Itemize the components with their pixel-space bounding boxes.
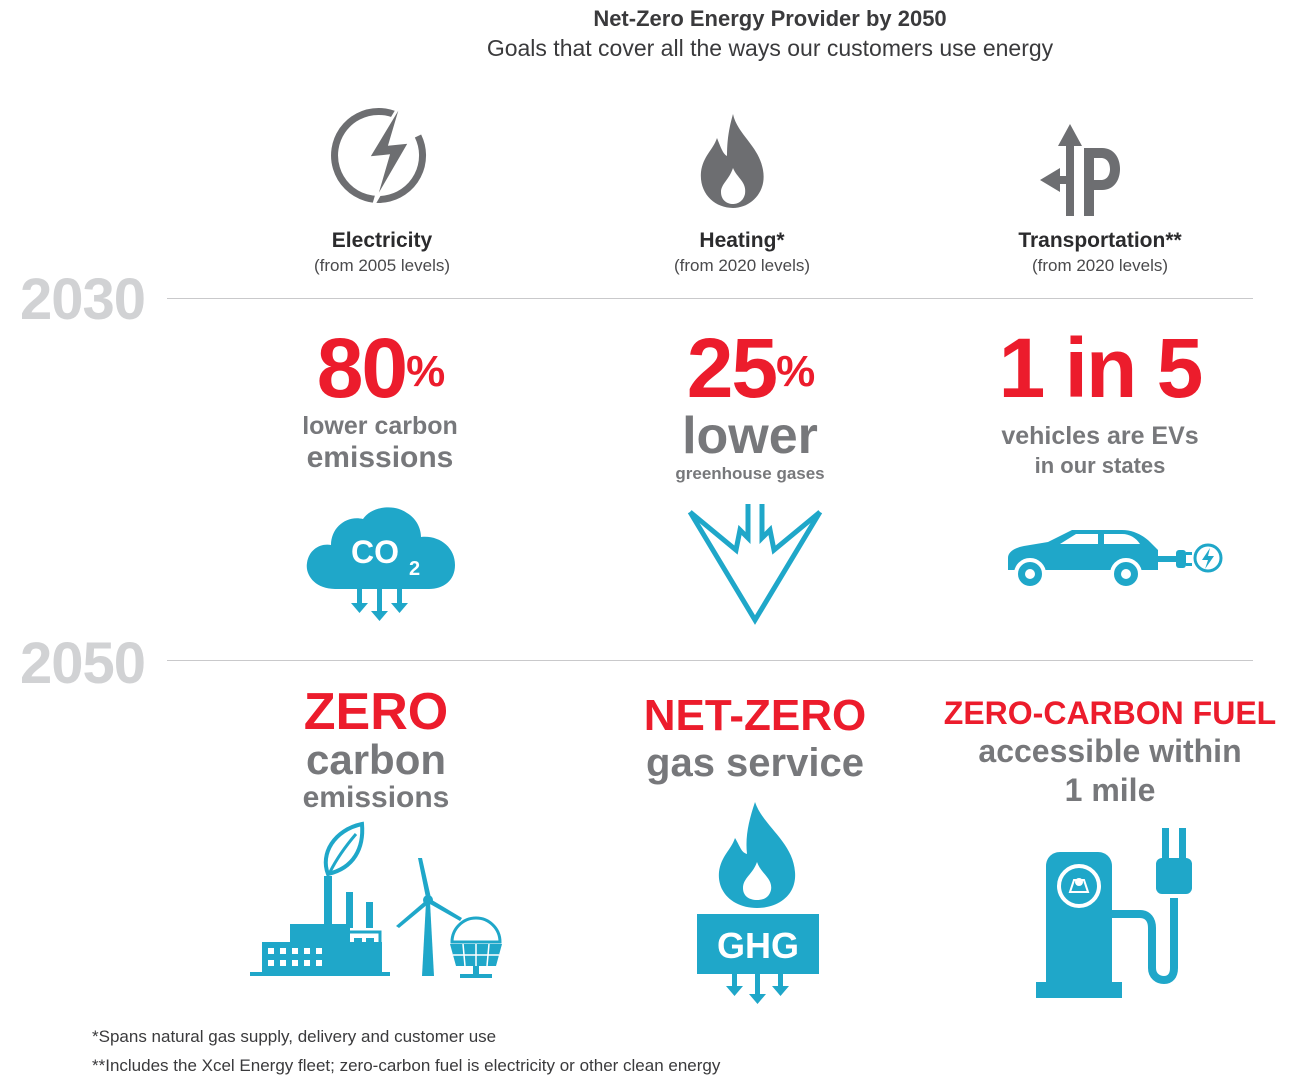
year-2050-label: 2050 <box>20 631 146 696</box>
divider-2050 <box>167 660 1253 661</box>
column-header-electricity: Electricity (from 2005 levels) <box>232 229 532 276</box>
goal-headline: NET-ZERO <box>643 691 867 740</box>
electric-car-icon <box>1008 530 1223 590</box>
goal-line1: lower <box>682 407 818 465</box>
goal-2030-transportation: 1 in 5 vehicles are EVs in our states <box>950 326 1250 479</box>
column-name: Heating* <box>699 229 785 252</box>
down-arrow-icon <box>687 504 823 625</box>
goal-line1: accessible within <box>978 733 1242 769</box>
goal-line1: carbon <box>305 736 447 783</box>
goal-2030-heating: 25% lower greenhouse gases <box>600 326 900 484</box>
goal-2050-electricity: ZERO carbon emissions <box>226 686 526 814</box>
page-title: Net-Zero Energy Provider by 2050 <box>593 6 947 31</box>
lightning-bolt-icon <box>331 99 426 205</box>
column-baseline: (from 2020 levels) <box>673 256 811 275</box>
column-name: Transportation** <box>1018 229 1182 252</box>
goal-headline: ZERO <box>303 683 449 741</box>
goal-line2: in our states <box>1034 453 1166 478</box>
goal-2050-transportation: ZERO-CARBON FUEL accessible within 1 mil… <box>920 694 1300 810</box>
goal-line1: lower carbon <box>302 412 458 440</box>
goal-headline: ZERO-CARBON FUEL <box>943 695 1277 731</box>
goal-unit: % <box>406 347 445 396</box>
column-name: Electricity <box>331 229 433 252</box>
column-baseline: (from 2020 levels) <box>1031 256 1169 275</box>
column-header-heating: Heating* (from 2020 levels) <box>592 229 892 276</box>
column-baseline: (from 2005 levels) <box>313 256 451 275</box>
footnote-1: *Spans natural gas supply, delivery and … <box>92 1027 497 1046</box>
year-2030-label: 2030 <box>20 267 146 332</box>
goal-2030-electricity: 80% lower carbon emissions <box>230 326 530 475</box>
flame-icon <box>700 114 764 208</box>
goal-2050-heating: NET-ZERO gas service <box>600 692 910 786</box>
factory-wind-solar-icon <box>250 821 502 978</box>
goal-line2: 1 mile <box>1064 772 1156 808</box>
goal-line2: emissions <box>302 781 450 814</box>
goal-value: 80 <box>316 321 408 415</box>
divider-2030 <box>167 298 1253 299</box>
co2-cloud-icon: CO 2 <box>306 507 455 621</box>
ghg-flame-icon: GHG <box>697 802 819 1004</box>
goal-value: 1 in 5 <box>998 321 1204 415</box>
co2-label: CO <box>351 534 399 570</box>
co2-subscript: 2 <box>409 558 420 580</box>
goal-line2: greenhouse gases <box>675 464 825 483</box>
footnote-2: **Includes the Xcel Energy fleet; zero-c… <box>92 1056 721 1075</box>
goal-value: 25 <box>686 321 778 415</box>
charging-station-icon <box>1036 828 1192 998</box>
goal-line1: gas service <box>646 741 864 785</box>
direction-arrows-icon <box>1040 124 1120 216</box>
page-subtitle: Goals that cover all the ways our custom… <box>486 35 1054 61</box>
goal-line1: vehicles are EVs <box>1001 422 1199 450</box>
column-header-transportation: Transportation** (from 2020 levels) <box>950 229 1250 276</box>
goal-line2: emissions <box>306 441 454 474</box>
goal-unit: % <box>776 347 815 396</box>
ghg-label: GHG <box>717 925 799 966</box>
